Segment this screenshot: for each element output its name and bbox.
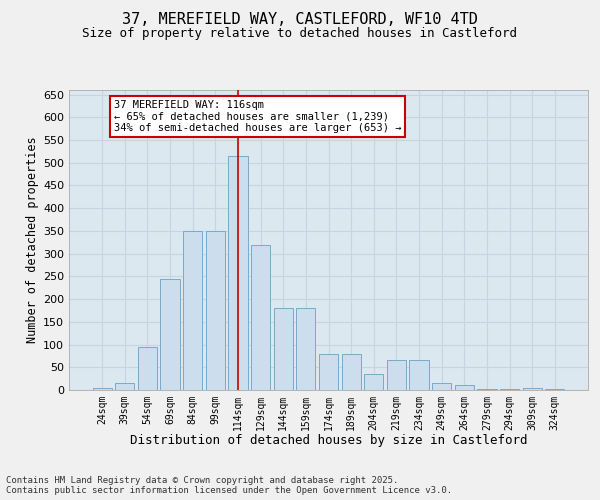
Bar xyxy=(364,374,383,390)
Bar xyxy=(455,386,474,390)
Bar xyxy=(409,360,428,390)
Text: 37 MEREFIELD WAY: 116sqm
← 65% of detached houses are smaller (1,239)
34% of sem: 37 MEREFIELD WAY: 116sqm ← 65% of detach… xyxy=(113,100,401,133)
Bar xyxy=(523,388,542,390)
Y-axis label: Number of detached properties: Number of detached properties xyxy=(26,136,39,344)
Bar xyxy=(387,360,406,390)
Text: 37, MEREFIELD WAY, CASTLEFORD, WF10 4TD: 37, MEREFIELD WAY, CASTLEFORD, WF10 4TD xyxy=(122,12,478,28)
X-axis label: Distribution of detached houses by size in Castleford: Distribution of detached houses by size … xyxy=(130,434,527,448)
Text: Size of property relative to detached houses in Castleford: Size of property relative to detached ho… xyxy=(83,28,517,40)
Bar xyxy=(183,231,202,390)
Bar xyxy=(206,231,225,390)
Text: Contains HM Land Registry data © Crown copyright and database right 2025.
Contai: Contains HM Land Registry data © Crown c… xyxy=(6,476,452,495)
Bar xyxy=(296,308,316,390)
Bar xyxy=(115,383,134,390)
Bar xyxy=(319,354,338,390)
Bar xyxy=(251,244,270,390)
Bar xyxy=(432,383,451,390)
Bar xyxy=(160,278,180,390)
Bar xyxy=(341,354,361,390)
Bar xyxy=(229,156,248,390)
Bar xyxy=(500,389,519,390)
Bar xyxy=(92,388,112,390)
Bar xyxy=(477,389,497,390)
Bar xyxy=(274,308,293,390)
Bar xyxy=(138,347,157,390)
Bar xyxy=(545,389,565,390)
